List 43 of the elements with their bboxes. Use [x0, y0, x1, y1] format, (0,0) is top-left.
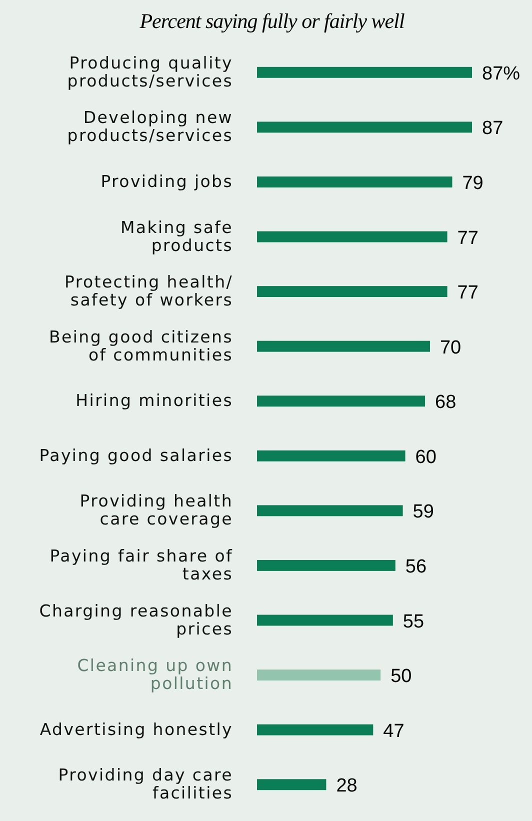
chart-title: Percent saying fully or fairly well: [138, 9, 405, 33]
y-tick-label: Producing quality products/services: [67, 53, 233, 90]
y-tick-label: Developing new products/services: [67, 108, 233, 146]
data-label: 79: [462, 172, 484, 194]
y-tick-label: Being good citizens of communities: [49, 327, 233, 364]
bar: [257, 66, 472, 78]
data-label: 70: [440, 337, 462, 358]
y-tick-label: Providing health care coverage: [80, 492, 233, 529]
bar: [257, 614, 393, 626]
data-label: 55: [402, 611, 424, 632]
bar: [257, 231, 448, 242]
data-label: 87: [482, 118, 504, 140]
data-label: 56: [405, 556, 427, 578]
y-tick-label: Advertising honestly: [40, 720, 233, 739]
data-label: 87%: [482, 63, 520, 84]
data-label: 47: [383, 720, 404, 742]
y-tick-label: Hiring minorities: [76, 391, 233, 410]
bar: [257, 450, 406, 462]
data-label: 77: [457, 228, 478, 249]
bar: [257, 396, 426, 407]
data-label: 68: [435, 392, 456, 414]
y-tick-label: Paying good salaries: [39, 446, 233, 465]
y-tick-label: Making safe products: [120, 218, 233, 255]
bar: [257, 779, 326, 790]
y-tick-label: Providing jobs: [100, 172, 233, 191]
bar: [257, 724, 374, 736]
y-tick-label: Paying fair share of taxes: [50, 546, 233, 584]
y-tick-label: Protecting health/ safety of workers: [64, 272, 233, 310]
data-label: 77: [457, 282, 478, 304]
y-tick-label: Charging reasonable prices: [39, 601, 233, 638]
data-label: 60: [415, 446, 436, 468]
bar: [257, 505, 403, 516]
data-label: 28: [336, 776, 358, 797]
y-tick-label: Cleaning up own pollution: [77, 656, 233, 694]
y-tick-label: Providing day care facilities: [58, 766, 233, 803]
bar: [257, 560, 396, 571]
bar: [257, 340, 430, 352]
data-label: 59: [412, 502, 434, 523]
bar: [257, 176, 452, 188]
bar: [257, 122, 472, 133]
bar: [257, 670, 381, 681]
bar: [257, 286, 448, 298]
data-label: 50: [390, 666, 412, 688]
